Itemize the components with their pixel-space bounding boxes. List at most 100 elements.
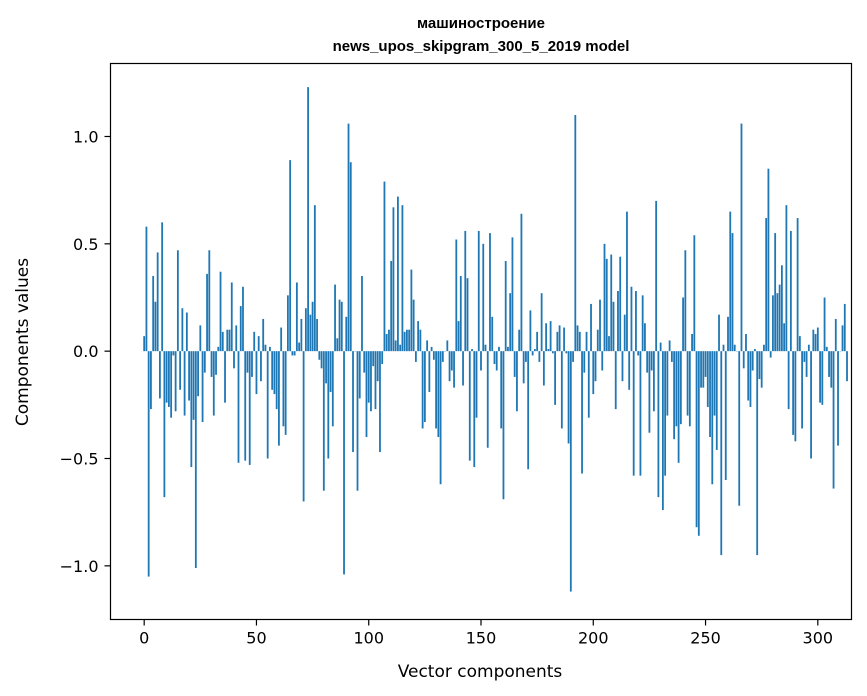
- x-axis-label: Vector components: [398, 662, 563, 682]
- bar: [675, 351, 678, 427]
- bar: [599, 299, 601, 352]
- bar: [174, 351, 177, 412]
- bar: [176, 250, 179, 352]
- bar: [807, 344, 810, 352]
- bar: [563, 327, 565, 352]
- bar: [702, 351, 705, 388]
- bar: [379, 351, 381, 453]
- bar: [190, 351, 193, 468]
- bar: [621, 351, 624, 382]
- bar: [509, 293, 512, 352]
- bar: [331, 351, 334, 427]
- bar: [686, 351, 689, 416]
- bar: [666, 351, 669, 416]
- bar: [632, 351, 635, 476]
- bar: [590, 303, 592, 352]
- bar: [167, 351, 170, 407]
- bar: [527, 351, 530, 470]
- bar: [504, 261, 507, 352]
- bar: [235, 325, 238, 352]
- bar: [482, 243, 485, 352]
- bar: [637, 351, 640, 356]
- bar: [385, 333, 388, 352]
- bar: [626, 211, 628, 352]
- bar: [441, 351, 444, 362]
- bar: [260, 351, 262, 382]
- plot-frame: [109, 62, 853, 621]
- bar: [304, 308, 307, 352]
- bar: [188, 351, 190, 401]
- chart-title-line2: news_upos_skipgram_300_5_2019 model: [333, 38, 630, 55]
- bar: [655, 200, 658, 352]
- bar: [533, 349, 536, 352]
- bar: [794, 351, 797, 442]
- bar: [801, 351, 803, 429]
- bar: [401, 205, 404, 352]
- bar: [709, 351, 711, 438]
- bar: [239, 306, 242, 352]
- bar: [448, 351, 451, 382]
- bar: [720, 351, 723, 556]
- bar: [700, 351, 702, 388]
- bar: [313, 205, 316, 352]
- bar: [653, 351, 655, 412]
- bar: [367, 351, 370, 403]
- bar: [491, 316, 494, 352]
- bar: [498, 346, 500, 352]
- bar: [185, 312, 188, 352]
- bar: [206, 273, 208, 352]
- bar: [318, 351, 321, 360]
- bar: [320, 351, 323, 369]
- bar: [273, 351, 276, 395]
- bar: [345, 316, 348, 352]
- bar: [789, 230, 792, 352]
- bar: [608, 336, 610, 352]
- bar: [309, 314, 312, 352]
- bar: [592, 351, 595, 395]
- bar: [244, 351, 247, 461]
- bar: [718, 314, 720, 352]
- bar: [455, 239, 458, 352]
- bar: [713, 351, 716, 416]
- bar: [841, 325, 844, 352]
- x-tick-label: 300: [803, 629, 834, 648]
- bar: [237, 351, 240, 463]
- bar: [502, 351, 505, 500]
- y-tick-label: −0.5: [60, 449, 99, 468]
- bar: [143, 336, 146, 352]
- bar: [224, 351, 226, 403]
- bar: [823, 297, 826, 352]
- bar: [430, 346, 433, 352]
- bar: [489, 233, 491, 352]
- bar: [635, 291, 637, 352]
- y-tick-label: 1.0: [73, 127, 98, 146]
- bar: [307, 87, 309, 352]
- bar: [381, 351, 384, 365]
- bar: [619, 256, 622, 352]
- bar: [462, 351, 464, 386]
- bar: [480, 351, 482, 371]
- bar: [282, 351, 285, 427]
- bar: [466, 278, 469, 352]
- bar: [336, 338, 339, 352]
- bar: [567, 351, 570, 444]
- y-axis-label: Components values: [13, 258, 33, 426]
- bar: [300, 318, 303, 352]
- bar: [657, 351, 660, 498]
- bar: [388, 329, 390, 352]
- bar: [358, 351, 361, 399]
- bar: [704, 351, 707, 377]
- bar: [837, 351, 839, 446]
- bar: [352, 351, 354, 453]
- bar: [280, 327, 283, 352]
- bar: [554, 351, 556, 405]
- bar: [390, 261, 393, 352]
- bar: [747, 351, 750, 401]
- bar: [338, 299, 341, 352]
- y-tick-label: −1.0: [60, 557, 99, 576]
- bar: [569, 351, 572, 592]
- bar: [370, 351, 372, 412]
- bar: [679, 351, 682, 425]
- bar: [228, 329, 231, 352]
- bar: [197, 351, 199, 397]
